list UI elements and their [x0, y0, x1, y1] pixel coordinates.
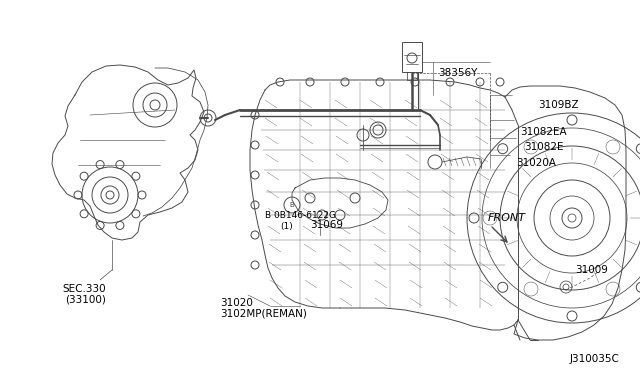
Text: 38356Y: 38356Y: [438, 68, 477, 78]
Text: 3102MP(REMAN): 3102MP(REMAN): [220, 309, 307, 319]
Bar: [402, 42, 422, 72]
Text: (33100): (33100): [65, 295, 106, 305]
Text: J310035C: J310035C: [570, 354, 620, 364]
Text: 31020A: 31020A: [516, 158, 556, 168]
Text: B: B: [290, 202, 294, 208]
Text: FRONT: FRONT: [488, 213, 526, 223]
Text: SEC.330: SEC.330: [62, 284, 106, 294]
Text: 31082E: 31082E: [524, 142, 563, 152]
Bar: [407, 72, 417, 80]
Text: B 0B146-6122G: B 0B146-6122G: [265, 211, 336, 220]
Text: 31082EA: 31082EA: [520, 127, 566, 137]
Text: 31020: 31020: [220, 298, 253, 308]
Text: 3109BZ: 3109BZ: [538, 100, 579, 110]
Text: 31069: 31069: [310, 220, 343, 230]
Text: (1): (1): [280, 222, 292, 231]
Text: 31009: 31009: [575, 265, 608, 275]
